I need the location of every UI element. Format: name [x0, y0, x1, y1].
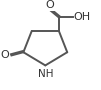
Text: NH: NH [38, 69, 53, 79]
Text: O: O [1, 50, 10, 60]
Text: OH: OH [74, 12, 91, 22]
Text: O: O [45, 0, 54, 10]
